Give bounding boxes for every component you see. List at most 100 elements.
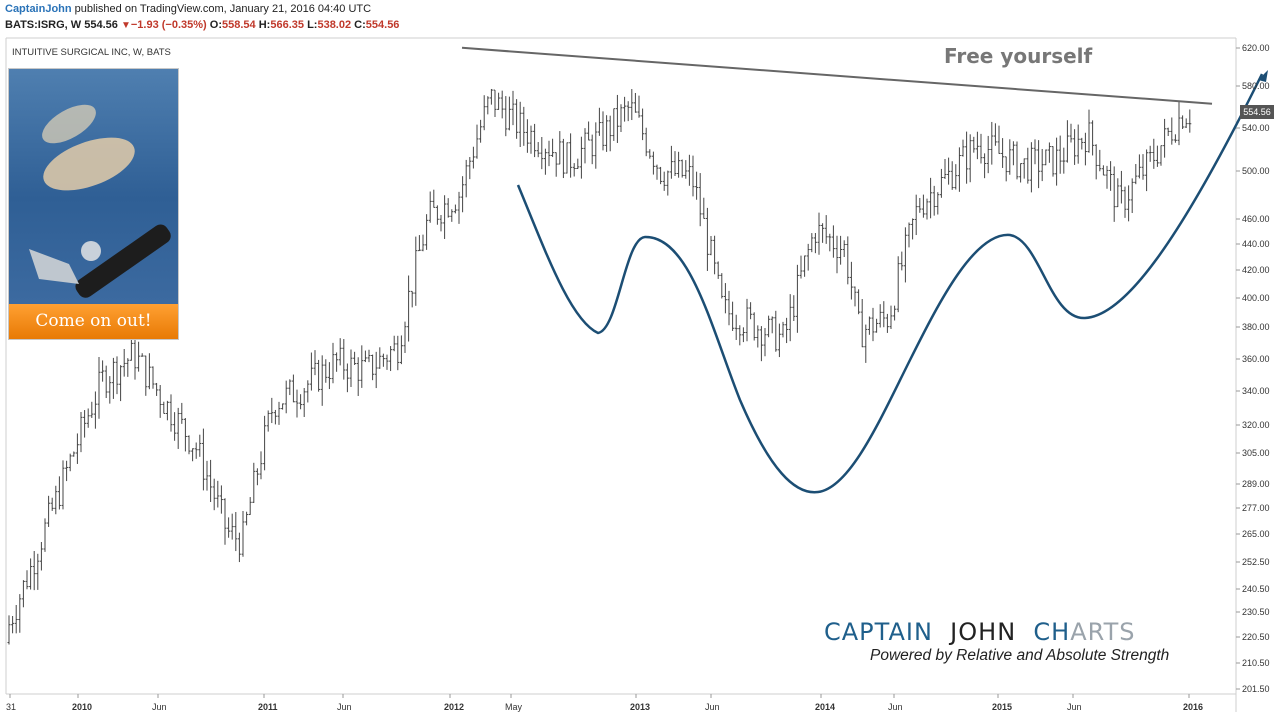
ohlc-bar: [493, 89, 497, 117]
ohlc-bar: [579, 136, 583, 179]
ohlc-bar: [111, 357, 115, 399]
ohlc-bar: [482, 95, 486, 131]
ohlc-bar: [857, 289, 861, 315]
x-tick-label: 2014: [815, 702, 835, 712]
ohlc-bar: [248, 497, 252, 516]
ohlc-bar: [119, 365, 123, 402]
ohlc-bar: [702, 197, 706, 219]
ohlc-bar: [1004, 156, 1008, 182]
ohlc-bar: [324, 359, 328, 383]
ohlc-bar: [633, 92, 637, 113]
ohlc-bar: [648, 149, 652, 159]
y-tick-label: 340.00: [1242, 386, 1270, 396]
ohlc-bar: [594, 122, 598, 169]
ohlc-bar: [777, 323, 781, 358]
ohlc-bar: [947, 157, 951, 185]
ohlc-bar: [464, 159, 468, 198]
ohlc-bar: [1040, 148, 1044, 182]
ohlc-bar: [903, 227, 907, 283]
ohlc-bar: [662, 171, 666, 191]
x-tick-label: Jun: [888, 702, 903, 712]
ohlc-bar: [695, 171, 699, 200]
ohlc-bar: [921, 194, 925, 218]
ohlc-bar: [601, 111, 605, 151]
ohlc-bar: [345, 363, 349, 393]
brand-word-ch: CH: [1033, 618, 1071, 646]
publish-info: published on TradingView.com, January 21…: [71, 3, 372, 15]
ohlc-bar: [446, 198, 450, 218]
ohlc-bar: [605, 115, 609, 152]
x-tick-label: 2010: [72, 702, 92, 712]
ohlc-bar: [443, 195, 447, 239]
ohlc-bar: [950, 161, 954, 190]
ohlc-bar: [709, 235, 713, 256]
ohlc-bar: [1145, 149, 1149, 192]
ohlc-bar: [590, 134, 594, 165]
ohlc-bar: [32, 551, 36, 591]
ohlc-bar: [1109, 161, 1113, 191]
ohlc-bar: [144, 355, 148, 396]
ohlc-bar: [716, 261, 720, 279]
ohlc-bar: [774, 310, 778, 352]
ohlc-bar: [29, 558, 33, 590]
ohlc-bar: [817, 212, 821, 255]
ohlc-bar: [479, 119, 483, 143]
ohlc-bar: [162, 401, 166, 415]
ohlc-bar: [367, 349, 371, 363]
y-tick-label: 360.00: [1242, 354, 1270, 364]
ohlc-bar: [767, 315, 771, 338]
ohlc-bar: [320, 355, 324, 406]
ohlc-bar: [810, 233, 814, 253]
ohlc-bar: [450, 209, 454, 222]
ohlc-bar: [875, 318, 879, 333]
ohlc-bar: [713, 235, 717, 275]
ohlc-bar: [911, 218, 915, 240]
ohlc-bar: [421, 234, 425, 252]
ohlc-bar: [331, 342, 335, 384]
ohlc-bar: [349, 349, 353, 388]
ohlc-bar: [1112, 166, 1116, 222]
ohlc-bar: [1033, 139, 1037, 165]
ohlc-bar: [11, 615, 15, 634]
ohlc-bar: [273, 409, 277, 425]
promo-photo-hands-icon: [9, 69, 178, 304]
ohlc-bar: [1184, 118, 1188, 129]
ohlc-bar: [1177, 101, 1181, 146]
ohlc-line: BATS:ISRG, W 554.56 ▼−1.93 (−0.35%) O:55…: [5, 19, 399, 31]
ohlc-bar: [263, 415, 267, 471]
ohlc-bar: [277, 401, 281, 425]
ohlc-bars: [7, 88, 1192, 645]
change-value: −1.93 (−0.35%): [130, 19, 207, 31]
ohlc-bar: [763, 328, 767, 357]
ohlc-bar: [993, 123, 997, 146]
ohlc-bar: [651, 151, 655, 175]
ohlc-bar: [403, 321, 407, 354]
author-link[interactable]: CaptainJohn: [5, 3, 72, 15]
ohlc-bar: [659, 166, 663, 185]
ohlc-bar: [281, 403, 285, 410]
ohlc-bar: [385, 354, 389, 370]
ohlc-bar: [853, 286, 857, 307]
ohlc-bar: [731, 301, 735, 331]
ohlc-bar: [14, 604, 18, 634]
x-tick-label: 2015: [992, 702, 1012, 712]
x-tick-label: 2011: [258, 702, 278, 712]
ohlc-bar: [799, 255, 803, 279]
ohlc-bar: [241, 511, 245, 557]
x-tick-label: 2016: [1183, 702, 1203, 712]
ohlc-bar: [615, 94, 619, 143]
ohlc-bar: [266, 410, 270, 432]
ohlc-bar: [378, 347, 382, 369]
y-tick-label: 289.00: [1242, 479, 1270, 489]
y-tick-label: 580.00: [1242, 81, 1270, 91]
ohlc-bar: [295, 389, 299, 418]
ohlc-bar: [821, 223, 825, 243]
ohlc-bar: [209, 459, 213, 503]
ohlc-bar: [968, 134, 972, 183]
promo-banner[interactable]: Come on out!: [8, 68, 179, 340]
come-on-out-button[interactable]: Come on out!: [9, 304, 178, 339]
ohlc-bar: [864, 324, 868, 363]
ohlc-bar: [759, 326, 763, 362]
ohlc-bar: [43, 518, 47, 552]
